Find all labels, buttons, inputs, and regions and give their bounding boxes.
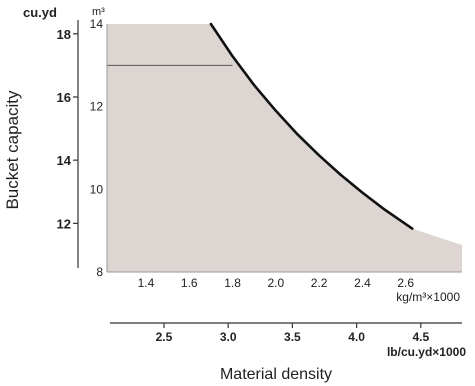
x-tick-kg: 1.6 [181,276,198,290]
capacity-curve [209,22,414,230]
x-tick-lb: 4.5 [412,330,429,344]
y-tick-cuyd: 12 [57,216,71,231]
y-unit-cuyd: cu.yd [23,5,57,20]
shaded-region [107,24,462,272]
y-tick-m3: 14 [90,17,104,31]
y-tick-m3: 8 [96,265,103,279]
y-unit-m3: m³ [92,6,105,18]
y-tick-m3: 12 [90,100,104,114]
x-unit-lb: lb/cu.yd×1000 [387,345,466,359]
x-tick-kg: 2.4 [354,276,371,290]
y-tick-cuyd: 16 [57,90,71,105]
plot-area [106,22,462,273]
x-tick-kg: 2.2 [311,276,328,290]
x-tick-kg: 2.0 [267,276,284,290]
x-axis-title: Material density [220,366,332,383]
x-tick-kg: 1.8 [224,276,241,290]
y-tick-m3: 10 [90,182,104,196]
x-tick-kg: 1.4 [138,276,155,290]
x-tick-lb: 4.0 [348,330,365,344]
x-tick-lb: 2.5 [156,330,173,344]
y-tick-cuyd: 14 [57,153,72,168]
x-tick-lb: 3.5 [284,330,301,344]
x-tick-lb: 3.0 [220,330,237,344]
x-unit-kg: kg/m³×1000 [396,290,460,304]
y-axis-title: Bucket capacity [3,90,22,210]
x-tick-kg: 2.6 [397,276,414,290]
y-tick-cuyd: 18 [57,27,71,42]
